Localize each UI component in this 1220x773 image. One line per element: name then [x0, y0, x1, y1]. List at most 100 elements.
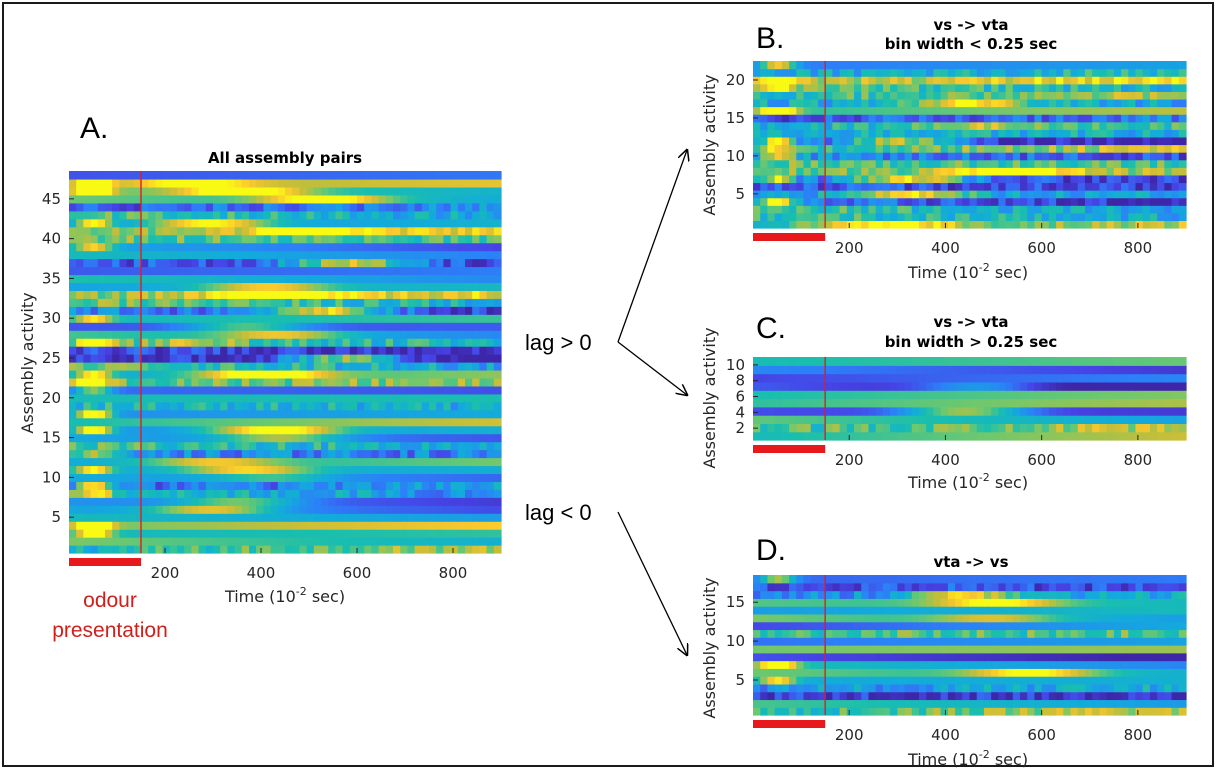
heatmap-cell	[285, 465, 293, 475]
heatmap-cell	[421, 481, 430, 490]
heatmap-cell	[263, 250, 272, 260]
heatmap-cell	[349, 171, 358, 180]
heatmap-cell	[1092, 415, 1100, 424]
heatmap-cell	[969, 390, 978, 400]
heatmap-cell	[213, 481, 221, 490]
heatmap-cell	[321, 362, 329, 371]
heatmap-cell	[177, 250, 185, 260]
heatmap-cell	[414, 186, 423, 196]
heatmap-cell	[155, 433, 164, 443]
heatmap-cell	[443, 417, 452, 427]
heatmap-cell	[105, 346, 113, 355]
heatmap-cell	[421, 194, 430, 204]
heatmap-cell	[83, 226, 92, 236]
heatmap-cell	[1099, 106, 1108, 115]
heatmap-cell	[817, 699, 826, 708]
heatmap-cell	[443, 521, 452, 530]
heatmap-cell	[256, 473, 264, 482]
heatmap-cell	[861, 220, 870, 229]
heatmap-cell	[335, 497, 344, 506]
heatmap-cell	[918, 61, 927, 70]
heatmap-cell	[976, 106, 985, 115]
heatmap-cell	[414, 505, 423, 514]
heatmap-cell	[472, 346, 480, 355]
heatmap-cell	[1048, 106, 1057, 115]
heatmap-cell	[97, 330, 106, 339]
heatmap-cell	[169, 186, 178, 196]
heatmap-cell	[796, 357, 805, 366]
heatmap-cell	[270, 274, 279, 284]
heatmap-cell	[105, 258, 113, 268]
heatmap-cell	[126, 441, 135, 451]
heatmap-cell	[177, 393, 185, 403]
heatmap-cell	[861, 91, 870, 100]
heatmap-cell	[313, 529, 322, 538]
heatmap-cell	[112, 298, 120, 307]
heatmap-cell	[364, 314, 372, 323]
heatmap-cell	[1099, 357, 1108, 366]
heatmap-cell	[479, 282, 488, 291]
heatmap-cell	[198, 401, 207, 411]
heatmap-cell	[1128, 357, 1137, 366]
heatmap-cell	[1099, 390, 1108, 400]
heatmap-cell	[1149, 205, 1158, 214]
heatmap-cell	[1070, 136, 1079, 146]
heatmap-cell	[256, 258, 264, 268]
heatmap-cell	[313, 306, 322, 315]
heatmap-cell	[926, 357, 935, 366]
heatmap-cell	[890, 61, 898, 70]
heatmap-cell	[493, 433, 502, 443]
heatmap-cell	[299, 171, 308, 180]
heatmap-cell	[349, 417, 358, 427]
heatmap-cell	[1099, 152, 1108, 161]
heatmap-cell	[155, 194, 164, 204]
heatmap-cell	[897, 190, 906, 199]
heatmap-cell	[198, 338, 207, 347]
heatmap-cell	[774, 106, 783, 115]
heatmap-cell	[169, 465, 178, 475]
heatmap-cell	[789, 76, 797, 85]
heatmap-cell	[119, 210, 128, 220]
heatmap-cell	[890, 121, 898, 130]
heatmap-cell	[436, 417, 444, 427]
heatmap-cell	[1128, 182, 1137, 191]
heatmap-cell	[357, 457, 365, 467]
heatmap-cell	[1099, 190, 1108, 199]
heatmap-cell	[313, 385, 322, 395]
heatmap-cell	[1063, 212, 1072, 222]
heatmap-cell	[947, 190, 956, 199]
heatmap-cell	[364, 457, 372, 467]
heatmap-cell	[249, 521, 257, 530]
heatmap-cell	[810, 76, 819, 85]
heatmap-cell	[184, 489, 192, 498]
heatmap-cell	[249, 234, 257, 244]
heatmap-cell	[1084, 106, 1093, 115]
heatmap-cell	[429, 186, 437, 196]
heatmap-cell	[861, 190, 870, 199]
heatmap-cell	[1135, 373, 1144, 383]
heatmap-cell	[796, 136, 805, 146]
heatmap-cell	[342, 529, 351, 538]
heatmap-cell	[1157, 197, 1165, 206]
heatmap-cell	[97, 171, 106, 180]
heatmap-cell	[1027, 83, 1036, 92]
heatmap-cell	[90, 457, 99, 467]
heatmap-cell	[983, 423, 992, 433]
heatmap-cell	[177, 226, 185, 236]
heatmap-cell	[817, 76, 826, 85]
heatmap-cell	[191, 226, 200, 236]
heatmap-cell	[1041, 197, 1050, 206]
heatmap-cell	[1135, 136, 1144, 146]
heatmap-cell	[169, 417, 178, 427]
heatmap-cell	[781, 136, 790, 146]
heatmap-cell	[962, 220, 971, 229]
heatmap-cell	[169, 401, 178, 411]
heatmap-cell	[868, 106, 877, 115]
heatmap-cell	[962, 91, 971, 100]
heatmap-cell	[357, 258, 365, 268]
heatmap-cell	[76, 234, 84, 244]
heatmap-cell	[854, 365, 862, 375]
heatmap-cell	[479, 362, 488, 371]
heatmap-cell	[940, 174, 949, 184]
